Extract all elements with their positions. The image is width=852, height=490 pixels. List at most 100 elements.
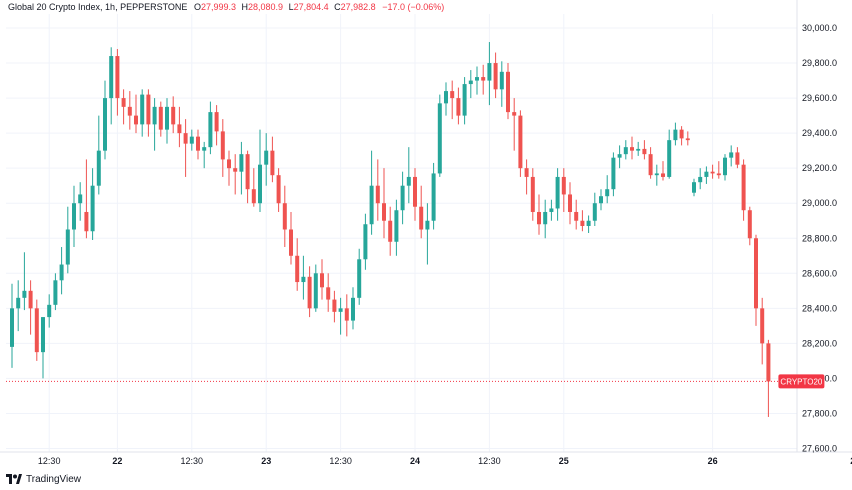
candle (320, 259, 324, 300)
candle (127, 91, 132, 130)
candle-body (196, 136, 200, 151)
candle (388, 206, 393, 256)
candle-body (537, 211, 541, 225)
candle-body (220, 131, 225, 160)
x-tick-label: 26 (708, 456, 718, 466)
candle-body (481, 77, 486, 81)
candle (202, 141, 207, 169)
candle-body (344, 308, 349, 321)
x-tick-label: 12:30 (478, 456, 501, 466)
candle (760, 297, 765, 365)
candle-body (10, 308, 14, 347)
candle (41, 317, 45, 379)
candle (425, 203, 430, 265)
candle (524, 159, 529, 195)
candle (617, 145, 622, 169)
candle (735, 147, 740, 169)
candle (661, 161, 665, 181)
candle-body (307, 276, 312, 309)
candle (468, 70, 473, 99)
candle (375, 159, 380, 221)
candle-body (276, 175, 281, 204)
tradingview-logo[interactable]: TradingView (6, 472, 81, 486)
candle (239, 141, 244, 195)
candle (685, 131, 690, 146)
candle-body (375, 185, 380, 204)
candle-body (710, 171, 715, 174)
candle-body (214, 112, 219, 132)
candle-body (493, 63, 498, 90)
candle-body (766, 343, 771, 382)
candle-body (227, 159, 231, 169)
candle-body (623, 147, 628, 155)
candle (450, 80, 455, 120)
high-label: H (241, 2, 249, 12)
candle-body (754, 238, 758, 309)
candle-body (171, 106, 176, 125)
candle-body (189, 136, 194, 144)
candle-body (251, 189, 256, 204)
candle (654, 164, 659, 186)
candle (729, 145, 734, 167)
candle (499, 61, 504, 107)
candle-body (685, 138, 690, 141)
candle-body (636, 148, 641, 151)
candle (158, 101, 163, 137)
candle-body (475, 77, 479, 81)
candle-body (326, 287, 331, 300)
candle (487, 42, 492, 106)
candle (84, 159, 89, 239)
candle (78, 182, 83, 221)
candle (109, 47, 114, 125)
candle (140, 89, 145, 137)
candle (146, 89, 151, 137)
candle-body (109, 56, 114, 99)
candle-body (351, 297, 355, 321)
candle-body (667, 140, 672, 177)
candle (313, 264, 318, 312)
candle (264, 133, 269, 186)
candle-body (78, 194, 83, 204)
candle (357, 248, 362, 305)
y-tick-label: 28,800.0 (802, 233, 837, 243)
candle (543, 199, 548, 239)
candle-body (140, 94, 145, 125)
candle (351, 287, 355, 330)
candle-body (648, 154, 653, 176)
candle-body (177, 124, 182, 134)
candle (462, 77, 467, 125)
candle-body (512, 112, 517, 116)
candle-body (568, 194, 572, 212)
candle-body (121, 98, 126, 107)
candle (295, 238, 300, 291)
candle-body (388, 220, 393, 242)
candle-body (716, 173, 721, 176)
candle (307, 266, 312, 318)
symbol-price-tag (778, 374, 825, 389)
candle-body (413, 176, 417, 207)
candle-body (270, 150, 275, 176)
candle-body (394, 210, 399, 242)
candle-body (425, 220, 430, 230)
candle (561, 168, 566, 212)
candle-body (654, 173, 659, 176)
candle (332, 290, 337, 323)
symbol-price-tag-label: CRYPTO20 (780, 377, 822, 386)
candle (611, 152, 616, 197)
candle-body (357, 259, 362, 298)
candle-body (152, 106, 157, 125)
y-tick-label: 27,600.0 (802, 443, 837, 453)
symbol-title: Global 20 Crypto Index, 1h, PEPPERSTONE (8, 2, 188, 12)
candle-body (264, 150, 269, 165)
candle-body (450, 91, 455, 99)
candle-body (134, 115, 138, 125)
candle (673, 122, 678, 146)
candle-body (524, 168, 529, 177)
candle (642, 140, 647, 160)
candle (630, 136, 634, 160)
y-tick-label: 30,000.0 (802, 23, 837, 33)
candle-body (245, 154, 250, 190)
y-tick-label: 27,800.0 (802, 408, 837, 418)
